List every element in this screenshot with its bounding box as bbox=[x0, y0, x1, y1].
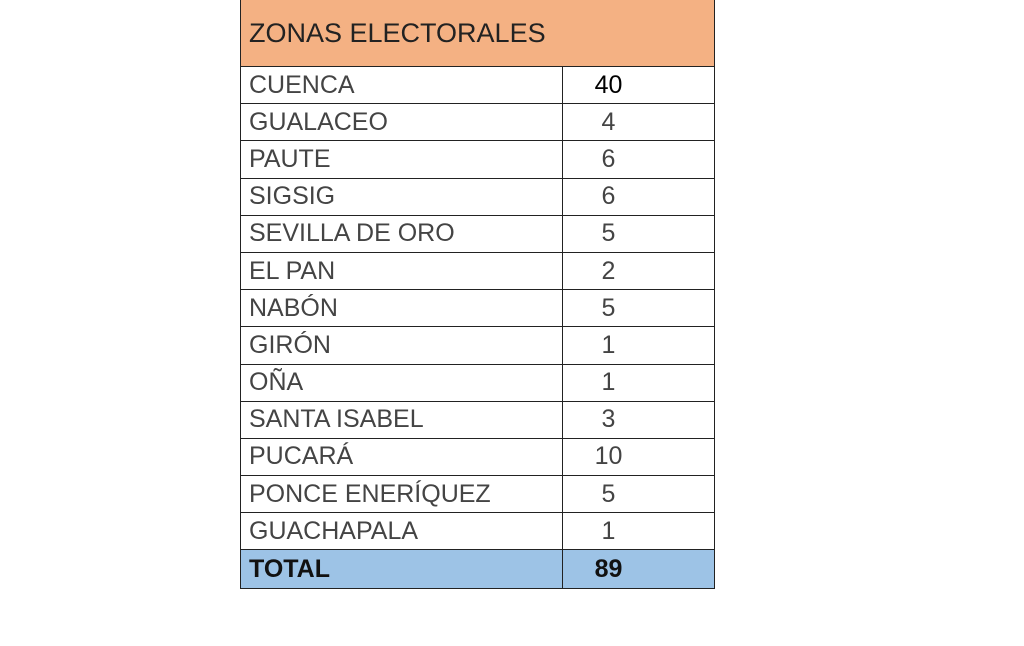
zone-count: 6 bbox=[601, 182, 616, 211]
zone-name: SANTA ISABEL bbox=[241, 401, 563, 438]
table-row: CUENCA 40 bbox=[241, 67, 714, 105]
table-title: ZONAS ELECTORALES bbox=[241, 0, 714, 67]
zone-count: 89 bbox=[594, 554, 623, 583]
zone-count: 2 bbox=[601, 256, 616, 285]
zone-name: EL PAN bbox=[241, 252, 563, 290]
zone-count: 40 bbox=[594, 70, 623, 99]
table-row: GIRÓN 1 bbox=[241, 327, 714, 365]
zone-name: OÑA bbox=[241, 364, 563, 401]
table-row: OÑA 1 bbox=[241, 364, 714, 402]
zone-name: GIRÓN bbox=[241, 327, 563, 364]
table-row: NABÓN 5 bbox=[241, 290, 714, 328]
zone-name: GUALACEO bbox=[241, 104, 563, 141]
table-row: SANTA ISABEL 3 bbox=[241, 401, 714, 439]
zone-name: NABÓN bbox=[241, 290, 563, 327]
zone-count: 1 bbox=[601, 516, 616, 545]
zone-count: 4 bbox=[601, 107, 616, 136]
zone-name: PAUTE bbox=[241, 141, 563, 178]
zone-count: 1 bbox=[601, 368, 616, 397]
table-row: SIGSIG 6 bbox=[241, 178, 714, 216]
zone-count: 5 bbox=[601, 219, 616, 248]
table-row: GUALACEO 4 bbox=[241, 104, 714, 142]
zone-name: CUENCA bbox=[241, 67, 563, 104]
table-row: PONCE ENERÍQUEZ 5 bbox=[241, 476, 714, 514]
table-row: TOTAL 89 bbox=[241, 550, 714, 590]
zone-name: PUCARÁ bbox=[241, 438, 563, 476]
zone-name: GUACHAPALA bbox=[241, 513, 563, 550]
zone-count: 5 bbox=[601, 293, 616, 322]
zone-count: 1 bbox=[601, 330, 616, 359]
zone-count: 3 bbox=[601, 405, 616, 434]
table-row: EL PAN 2 bbox=[241, 252, 714, 291]
zone-name: SEVILLA DE ORO bbox=[241, 215, 563, 252]
table-row: GUACHAPALA 1 bbox=[241, 513, 714, 551]
table-row: PAUTE 6 bbox=[241, 141, 714, 179]
zone-count: 5 bbox=[601, 479, 616, 508]
table: ZONAS ELECTORALES CUENCA 40 GUALACEO 4 PAUTE… bbox=[240, 0, 715, 590]
table-row: PUCARÁ 10 bbox=[241, 438, 714, 477]
zone-name: SIGSIG bbox=[241, 178, 563, 215]
table-row: SEVILLA DE ORO 5 bbox=[241, 215, 714, 253]
zone-name: PONCE ENERÍQUEZ bbox=[241, 476, 563, 513]
zone-count: 10 bbox=[594, 442, 623, 471]
zone-name: TOTAL bbox=[241, 550, 563, 589]
zone-count: 6 bbox=[601, 144, 616, 173]
